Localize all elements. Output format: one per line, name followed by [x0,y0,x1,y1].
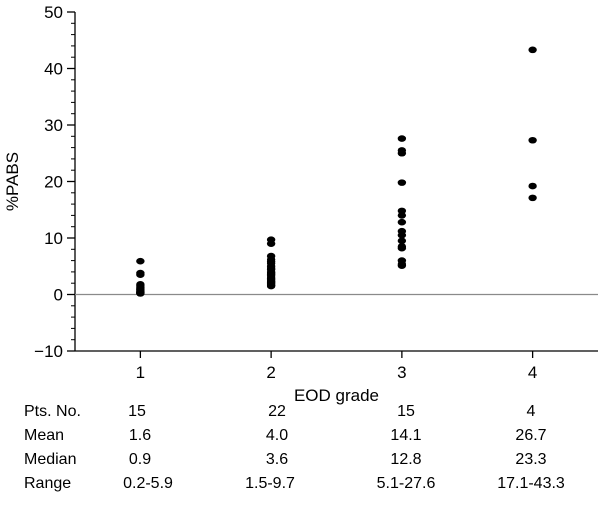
y-tick-label: 0 [54,286,63,305]
data-point [266,282,276,290]
data-point [397,212,407,219]
data-point [397,231,407,239]
x-axis-title: EOD grade [294,386,379,405]
data-point [136,257,145,265]
data-point [528,46,537,54]
data-point [397,207,407,215]
data-points [136,46,537,297]
data-point [136,290,145,297]
y-tick-label: −10 [34,342,63,361]
data-point [397,237,407,245]
plot-frame [74,12,598,352]
data-point [397,135,407,142]
x-axis: 1 2 3 4 [136,351,537,382]
x-tick-label: 1 [136,363,145,382]
data-point [528,194,537,202]
y-tick-label: 40 [44,60,63,79]
y-axis-title: %PABS [3,152,22,211]
y-tick-label: 10 [44,229,63,248]
y-tick-label: 20 [44,173,63,192]
x-tick-label: 2 [266,363,275,382]
y-tick-label: 30 [44,116,63,135]
data-point [397,244,407,252]
data-point [397,149,407,157]
x-tick-label: 3 [397,363,406,382]
data-point [136,271,145,279]
y-tick-label: 50 [44,3,63,22]
data-point [528,182,537,190]
y-axis: −10 0 10 20 30 40 50 [34,3,75,361]
data-point [528,136,537,144]
data-point [397,218,407,226]
x-tick-label: 4 [528,363,537,382]
data-point [397,262,407,269]
data-point [266,240,276,247]
data-point [397,179,407,186]
